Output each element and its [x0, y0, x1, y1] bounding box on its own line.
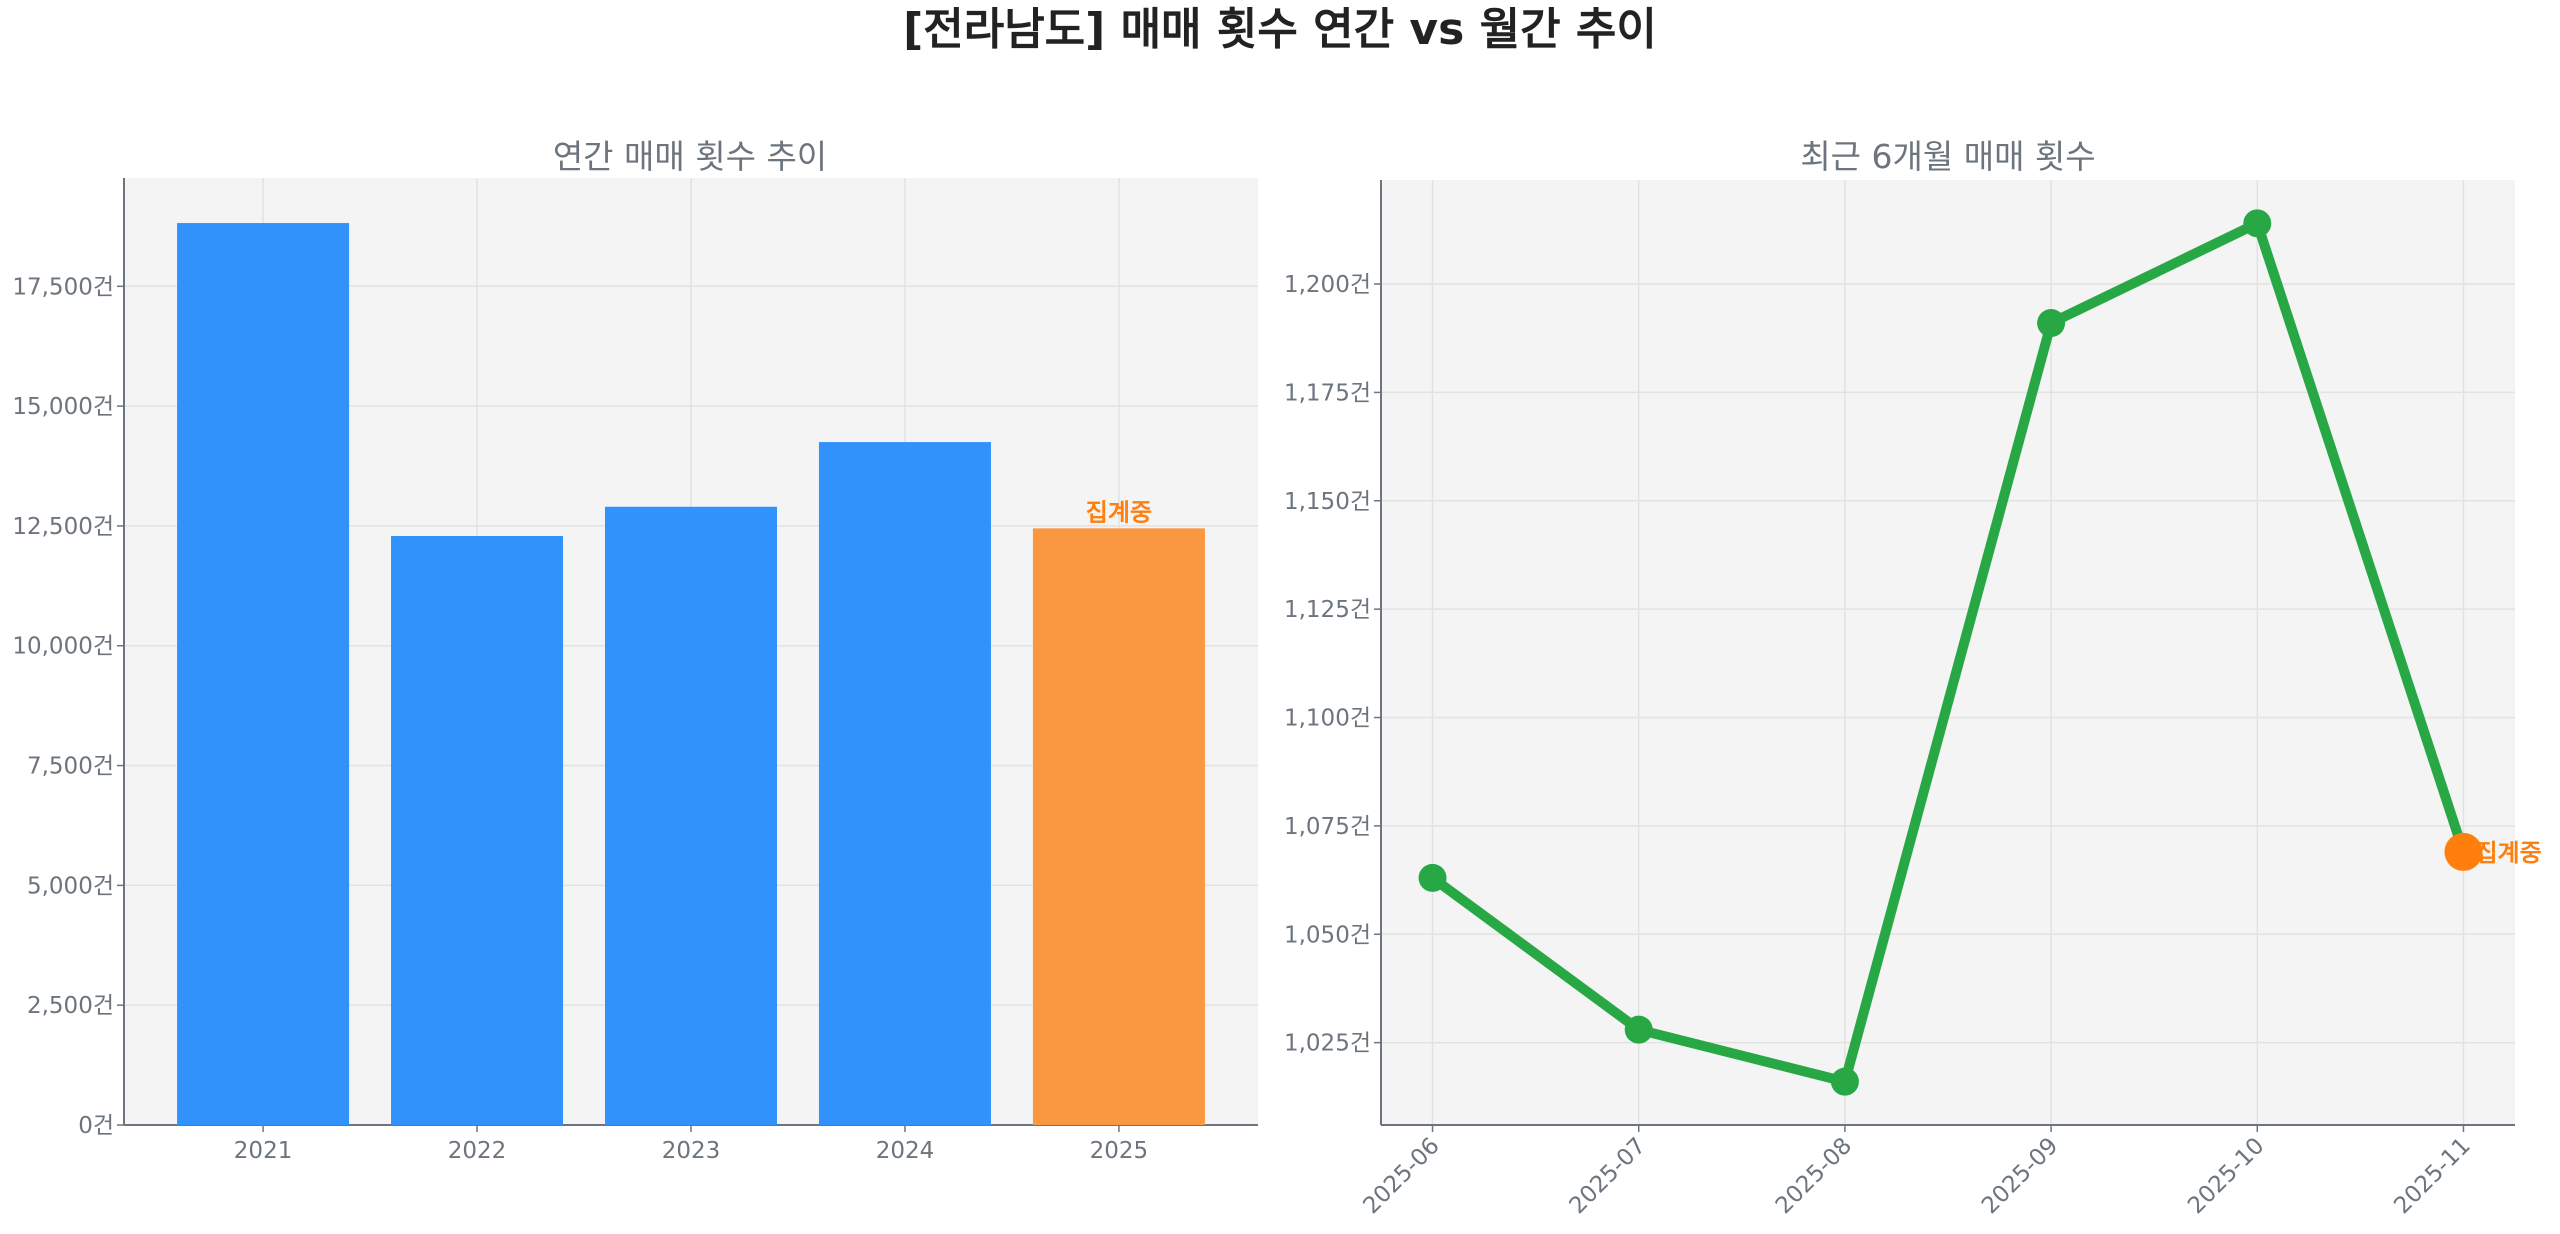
monthly-y-tick-label: 1,100건 — [1284, 706, 1371, 732]
bar-2023 — [605, 506, 777, 1125]
figure-title: [전라남도] 매매 횟수 연간 vs 월간 추이 — [903, 4, 1657, 55]
annual-y-tick-label: 7,500건 — [27, 754, 114, 780]
annual-x-tick-label: 2025 — [1090, 1138, 1149, 1164]
monthly-y-tick-label: 1,150건 — [1284, 489, 1371, 515]
annual-y-tick-label: 10,000건 — [12, 634, 114, 660]
point-2025-10 — [2243, 209, 2272, 238]
bar-2024 — [818, 442, 991, 1125]
point-2025-07 — [1624, 1015, 1653, 1044]
monthly-line-chart: 최근 6개월 매매 횟수 1,025건 1,050건 1,075건 1,100건 1,1… — [1284, 137, 2542, 1219]
monthly-series-line — [1429, 218, 2469, 1087]
annual-y-tick-label: 12,500건 — [12, 514, 114, 540]
monthly-y-tick-label: 1,125건 — [1284, 597, 1371, 623]
point-2025-08 — [1830, 1067, 1859, 1096]
point-2025-09 — [2037, 309, 2066, 338]
monthly-x-tick-label: 2025-10 — [2183, 1133, 2269, 1219]
annual-x-tick-label: 2021 — [234, 1138, 293, 1164]
bar-2022 — [391, 536, 564, 1125]
monthly-x-tick-label: 2025-09 — [1977, 1133, 2063, 1219]
annual-x-tick-label: 2023 — [662, 1138, 721, 1164]
monthly-plot-area — [1381, 180, 2515, 1125]
bar-2021 — [177, 223, 350, 1126]
monthly-y-tick-label: 1,200건 — [1284, 272, 1371, 298]
point-annotation: 집계중 — [2475, 839, 2541, 867]
annual-y-tick-label: 2,500건 — [27, 993, 114, 1019]
monthly-y-tick-label: 1,075건 — [1284, 814, 1371, 840]
monthly-x-tick-label: 2025-07 — [1565, 1133, 1651, 1219]
bar-annotation: 집계중 — [1086, 498, 1152, 526]
point-2025-06 — [1418, 863, 1447, 892]
monthly-y-tick-label: 1,050건 — [1284, 922, 1371, 948]
annual-x-tick-label: 2024 — [876, 1138, 935, 1164]
monthly-chart-title: 최근 6개월 매매 횟수 — [1800, 137, 2095, 176]
annual-y-tick-label: 5,000건 — [27, 873, 114, 899]
monthly-x-tick-label: 2025-08 — [1771, 1133, 1857, 1219]
annual-y-tick-label: 0건 — [78, 1113, 114, 1139]
annual-y-tick-label: 17,500건 — [12, 274, 114, 300]
monthly-y-tick-label: 1,175건 — [1284, 380, 1371, 406]
monthly-x-tick-label: 2025-06 — [1358, 1133, 1444, 1219]
annual-y-tick-label: 15,000건 — [12, 394, 114, 420]
annual-x-tick-label: 2022 — [448, 1138, 507, 1164]
annual-bar-chart: 연간 매매 횟수 추이 0건 2,500건 5,000건 7,500건 10,000건 1… — [12, 137, 1258, 1164]
annual-chart-title: 연간 매매 횟수 추이 — [553, 137, 827, 176]
monthly-y-tick-label: 1,025건 — [1284, 1031, 1371, 1057]
point-2025-11 — [2444, 832, 2483, 871]
monthly-x-tick-label: 2025-11 — [2389, 1133, 2475, 1219]
bar-2025 — [1032, 528, 1205, 1125]
